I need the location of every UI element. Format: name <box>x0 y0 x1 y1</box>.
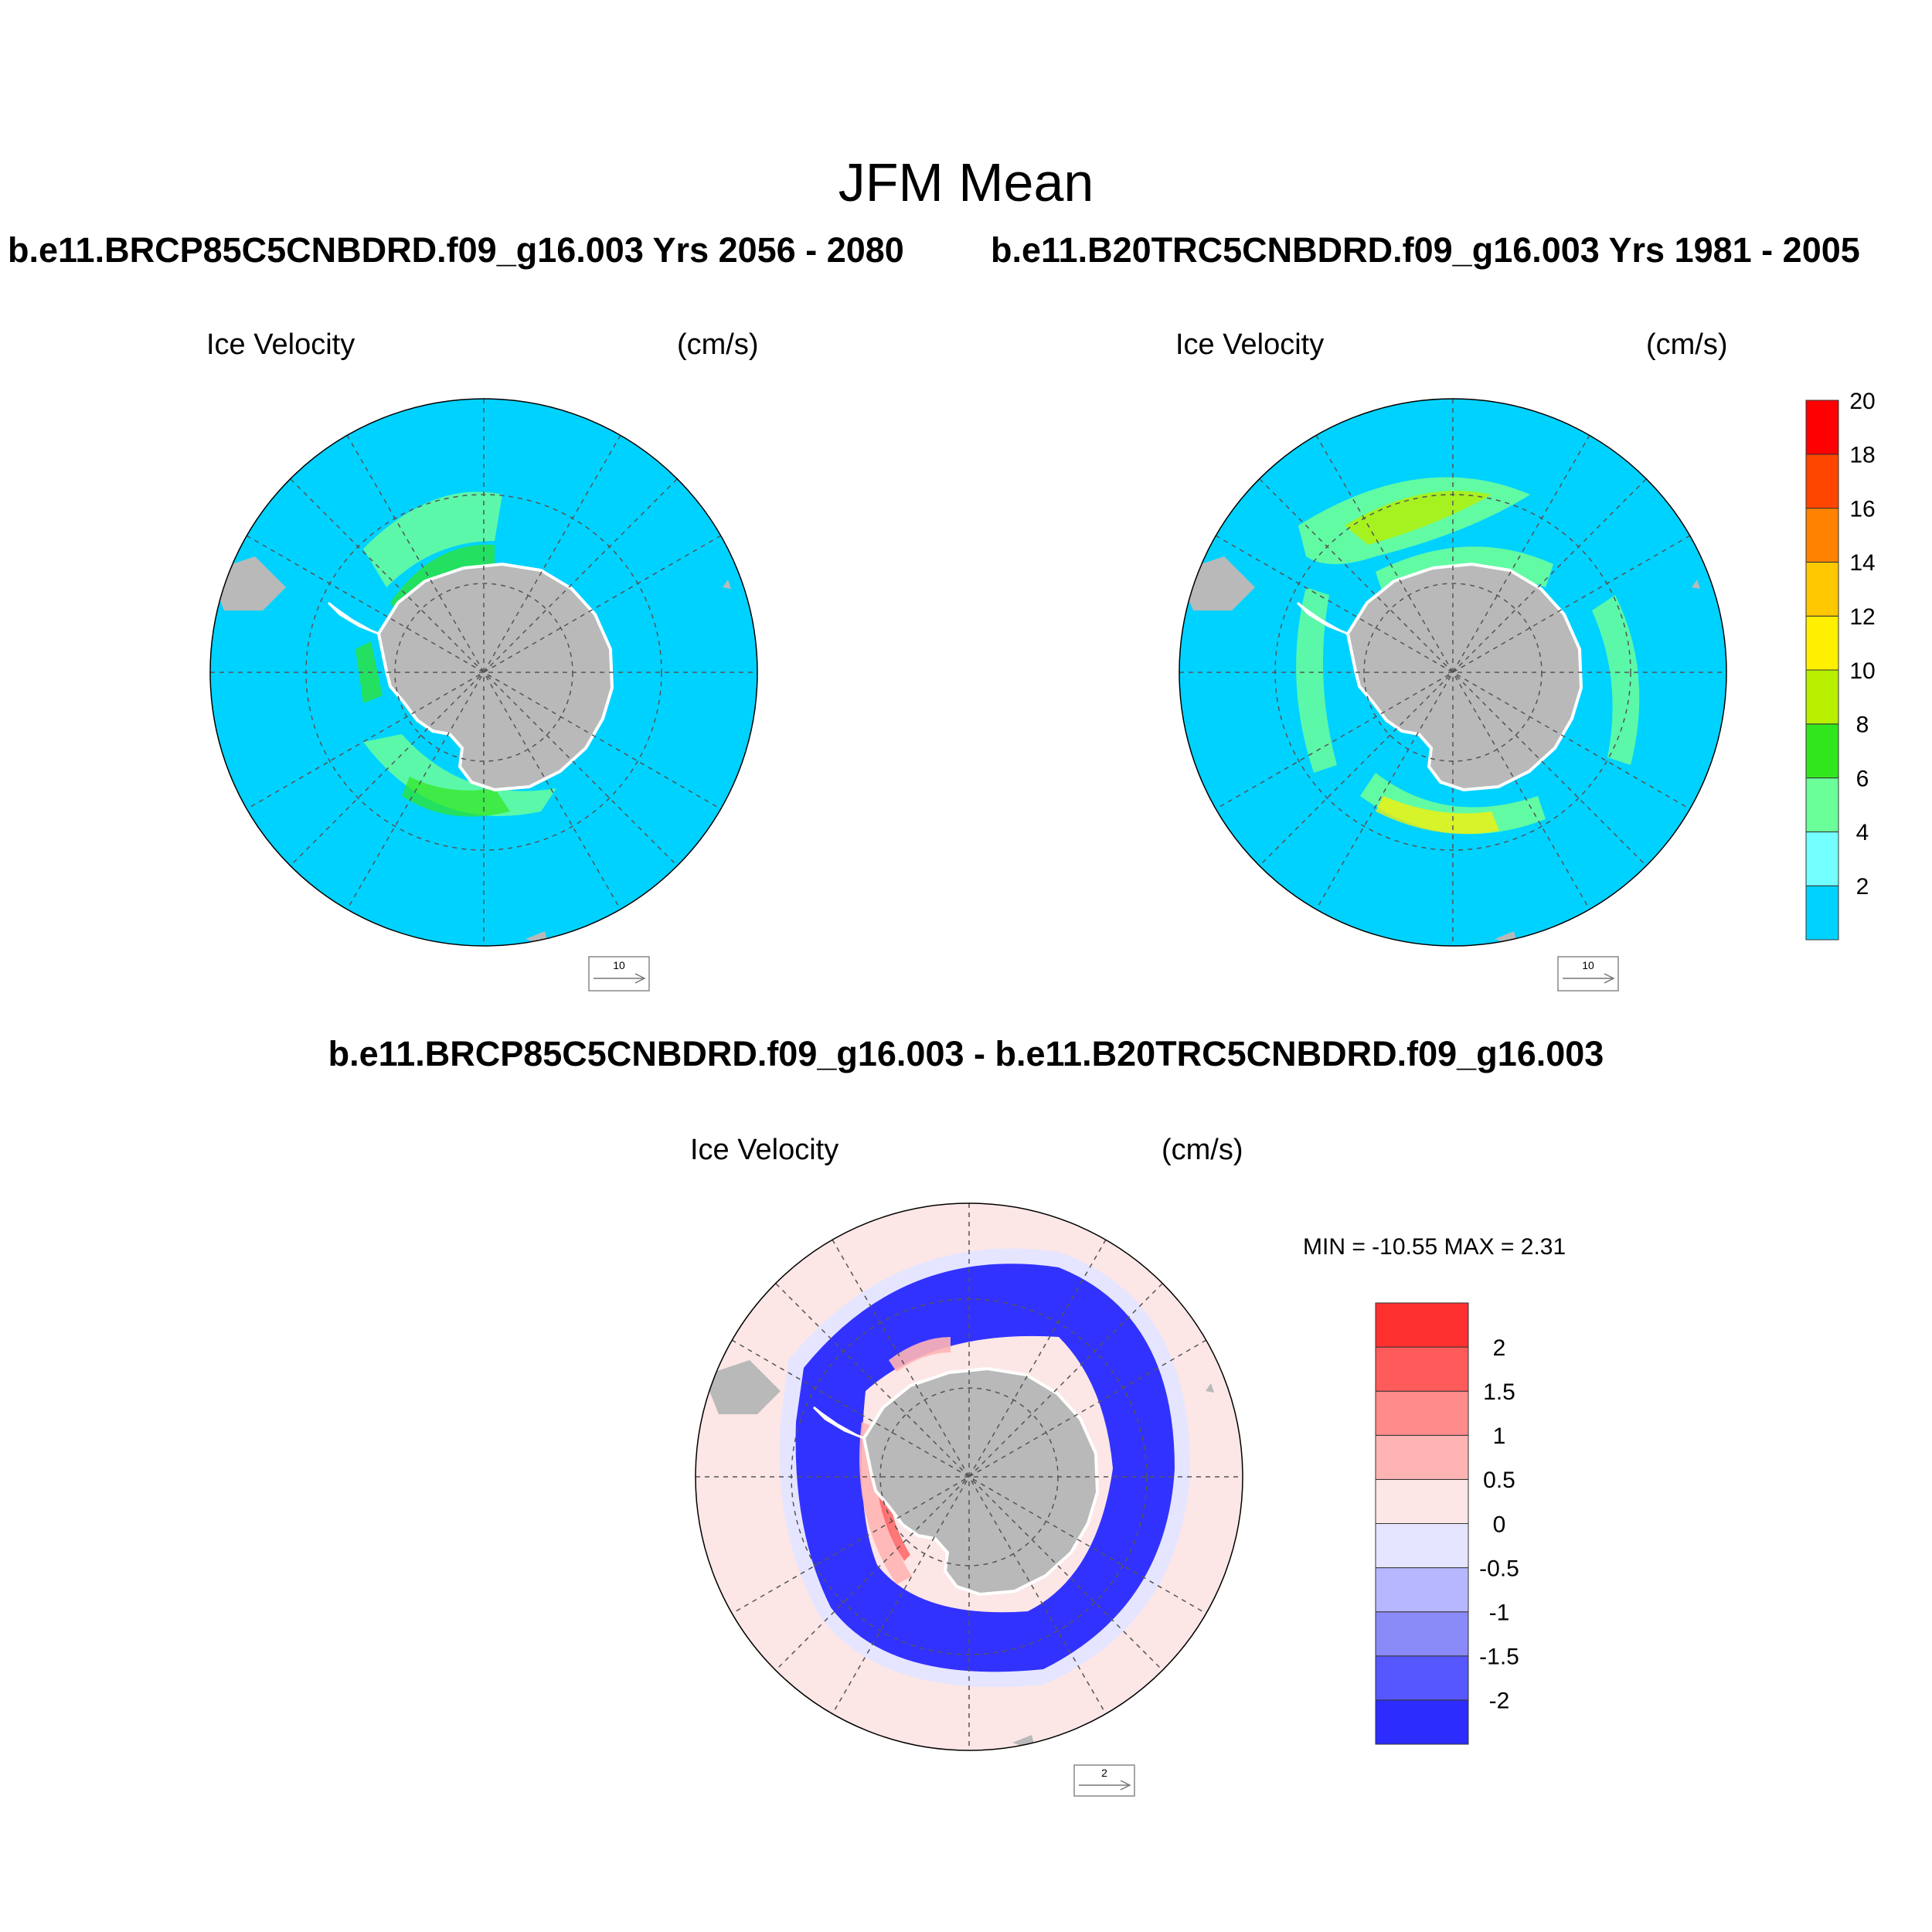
top-left-polar-map <box>209 398 758 947</box>
diff-colorbar: -2 -1.5 -1 -0.5 0 0.5 1 1.5 2 <box>1375 1302 1519 1745</box>
main-colorbar-box-5 <box>1805 615 1839 671</box>
diff-colorbar-label: 2 <box>1493 1335 1506 1361</box>
diff-colorbar-label: -2 <box>1489 1689 1510 1714</box>
svg-text:2: 2 <box>1101 1767 1107 1779</box>
main-colorbar: 2 4 6 8 10 12 14 16 18 20 <box>1805 389 1876 940</box>
diff-variable-label: Ice Velocity <box>690 1134 839 1166</box>
main-colorbar-box-2 <box>1805 777 1839 832</box>
diff-reference-vector: 2 <box>1073 1764 1135 1797</box>
difference-polar-map <box>695 1202 1243 1751</box>
svg-text:10: 10 <box>1582 959 1594 971</box>
difference-title: b.e11.BRCP85C5CNBDRD.f09_g16.003 - b.e11… <box>328 1034 1604 1073</box>
main-colorbar-label: 12 <box>1849 604 1875 630</box>
diff-colorbar-label: 0.5 <box>1483 1468 1515 1493</box>
top-right-polar-map <box>1179 398 1727 947</box>
diff-colorbar-label: -1.5 <box>1479 1645 1519 1670</box>
main-colorbar-box-9 <box>1805 400 1839 455</box>
diff-colorbar-label: -1 <box>1489 1600 1510 1626</box>
main-colorbar-label: 2 <box>1856 874 1869 900</box>
main-colorbar-box-3 <box>1805 723 1839 779</box>
main-colorbar-label: 4 <box>1856 820 1869 845</box>
main-colorbar-box-8 <box>1805 454 1839 509</box>
main-colorbar-box-0 <box>1805 885 1839 940</box>
diff-min-max-label: MIN = -10.55 MAX = 2.31 <box>1303 1234 1566 1260</box>
diff-colorbar-box-0 <box>1375 1699 1469 1745</box>
top-left-units-label: (cm/s) <box>677 328 759 361</box>
main-colorbar-label: 16 <box>1849 496 1875 522</box>
diff-colorbar-label: -0.5 <box>1479 1556 1519 1581</box>
diff-colorbar-box-6 <box>1375 1434 1469 1480</box>
diff-colorbar-label: 1.5 <box>1483 1379 1515 1405</box>
top-right-reference-vector: 10 <box>1557 956 1619 992</box>
top-left-reference-vector: 10 <box>588 956 650 992</box>
diff-colorbar-box-5 <box>1375 1478 1469 1525</box>
main-colorbar-label: 6 <box>1856 766 1869 791</box>
main-colorbar-label: 10 <box>1849 658 1875 684</box>
main-colorbar-box-4 <box>1805 669 1839 725</box>
svg-text:10: 10 <box>613 959 625 971</box>
top-right-case-title: b.e11.B20TRC5CNBDRD.f09_g16.003 Yrs 1981… <box>991 230 1860 270</box>
main-colorbar-label: 20 <box>1849 389 1875 414</box>
main-colorbar-label: 14 <box>1849 550 1875 576</box>
main-colorbar-box-7 <box>1805 508 1839 563</box>
diff-colorbar-box-8 <box>1375 1346 1469 1392</box>
diff-colorbar-box-2 <box>1375 1611 1469 1657</box>
main-colorbar-box-6 <box>1805 561 1839 617</box>
diff-colorbar-box-3 <box>1375 1567 1469 1613</box>
diff-colorbar-box-4 <box>1375 1523 1469 1569</box>
diff-colorbar-label: 0 <box>1493 1512 1506 1537</box>
top-left-variable-label: Ice Velocity <box>206 328 355 361</box>
top-left-case-title: b.e11.BRCP85C5CNBDRD.f09_g16.003 Yrs 205… <box>8 230 904 270</box>
figure-title: JFM Mean <box>838 152 1094 213</box>
main-colorbar-label: 18 <box>1849 443 1875 468</box>
diff-colorbar-box-1 <box>1375 1655 1469 1701</box>
main-colorbar-label: 8 <box>1856 713 1869 738</box>
diff-colorbar-box-7 <box>1375 1390 1469 1436</box>
top-right-variable-label: Ice Velocity <box>1175 328 1325 361</box>
diff-colorbar-label: 1 <box>1493 1423 1506 1449</box>
main-colorbar-box-1 <box>1805 831 1839 886</box>
diff-colorbar-box-9 <box>1375 1302 1469 1348</box>
top-right-units-label: (cm/s) <box>1646 328 1728 361</box>
diff-units-label: (cm/s) <box>1162 1134 1243 1166</box>
